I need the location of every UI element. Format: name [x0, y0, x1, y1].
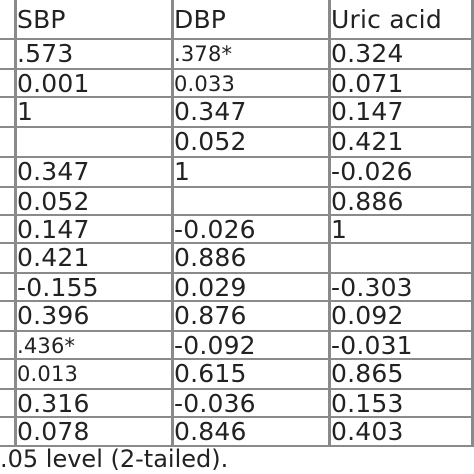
row-line: [0, 186, 474, 188]
table-cell: -0.303: [331, 273, 413, 302]
table-cell: .378*: [174, 42, 233, 66]
table-cell: 0.865: [331, 359, 404, 388]
table-cell: 0.001: [17, 69, 90, 98]
row-line: [0, 300, 474, 302]
row-line: [0, 272, 474, 274]
table-cell: 1: [17, 97, 34, 126]
col-line: [171, 0, 174, 447]
table-cell: 0.147: [17, 215, 90, 244]
table-cell: -0.092: [174, 331, 256, 360]
table-cell: 0.396: [17, 301, 90, 330]
footnote: .05 level (2-tailed).: [0, 445, 229, 473]
table-cell: 0.421: [17, 243, 90, 272]
col-line: [471, 0, 474, 447]
table-cell: .436*: [17, 334, 76, 358]
row-line: [0, 96, 474, 98]
table-cell: -0.031: [331, 331, 413, 360]
table-cell: -0.036: [174, 389, 256, 418]
row-line: [0, 358, 474, 360]
table-cell: 1: [331, 215, 348, 244]
row-line: [0, 416, 474, 418]
table-cell: 0.615: [174, 359, 247, 388]
table-cell: 0.347: [17, 157, 90, 186]
row-line: [0, 214, 474, 216]
row-line: [0, 156, 474, 158]
table-cell: 0.013: [17, 362, 79, 386]
table-cell: 0.324: [331, 39, 404, 68]
table-cell: 0.347: [174, 97, 247, 126]
table-cell: 0.029: [174, 273, 247, 302]
table-cell: 0.092: [331, 301, 404, 330]
table-cell: -0.026: [331, 157, 413, 186]
table-cell: 0.052: [174, 127, 247, 156]
table-cell: 0.078: [17, 417, 90, 446]
table-cell: 0.153: [331, 389, 404, 418]
row-line: [0, 68, 474, 70]
table-cell: .573: [17, 39, 74, 68]
table-cell: -0.026: [174, 215, 256, 244]
table-cell: -0.155: [17, 273, 99, 302]
col-line: [14, 0, 17, 447]
table-cell: 0.846: [174, 417, 247, 446]
table-cell: 0.876: [174, 301, 247, 330]
row-line: [0, 388, 474, 390]
row-line: [0, 126, 474, 128]
table-cell: 0.052: [17, 187, 90, 216]
table-cell: 0.886: [174, 243, 247, 272]
table-cell: 0.403: [331, 417, 404, 446]
table-cell: 0.886: [331, 187, 404, 216]
col-line: [328, 0, 331, 447]
row-line: [0, 330, 474, 332]
row-line: [0, 38, 474, 40]
table-cell: 0.147: [331, 97, 404, 126]
header-dbp: DBP: [174, 5, 227, 34]
header-uric-acid: Uric acid: [331, 5, 442, 34]
header-sbp: SBP: [17, 5, 66, 34]
table-cell: 0.033: [174, 72, 236, 96]
table-bottom-line: [0, 445, 474, 447]
table-cell: 0.071: [331, 69, 404, 98]
table-cell: 0.316: [17, 389, 90, 418]
row-line: [0, 242, 474, 244]
table-cell: 0.421: [331, 127, 404, 156]
table-cell: 1: [174, 157, 191, 186]
